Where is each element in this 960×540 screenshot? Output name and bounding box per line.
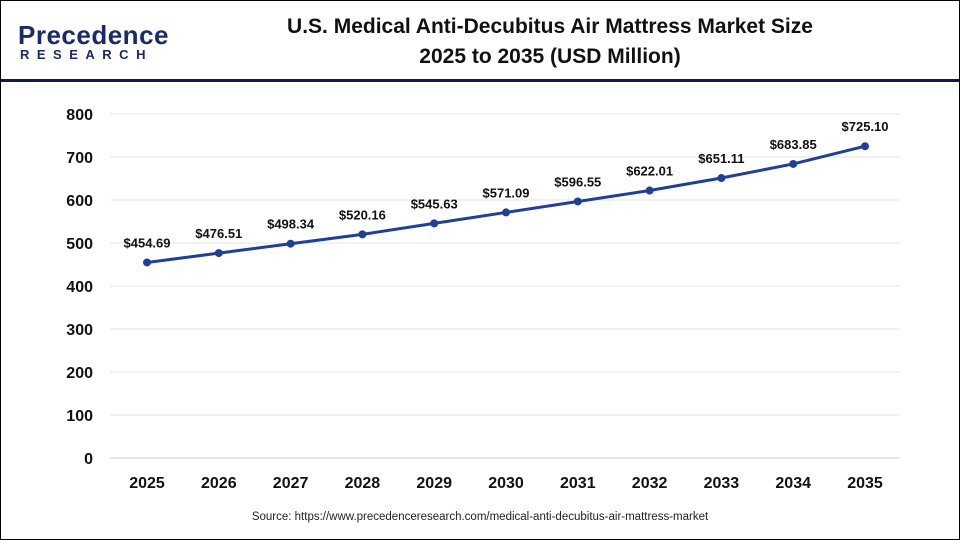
logo-wordmark: Precedence [18, 20, 169, 50]
title-line-2: 2025 to 2035 (USD Million) [419, 45, 681, 68]
data-label: $596.55 [554, 174, 601, 189]
precedence-research-logo: Precedence RESEARCH [18, 20, 169, 62]
y-tick-label: 500 [66, 236, 93, 253]
x-tick-label: 2027 [273, 475, 309, 492]
data-point [717, 174, 726, 183]
data-label: $622.01 [626, 164, 673, 179]
x-tick-label: 2034 [775, 475, 811, 492]
header-divider [1, 79, 959, 82]
data-point [645, 186, 654, 195]
y-tick-label: 300 [66, 322, 93, 339]
data-point [286, 239, 295, 248]
data-point [358, 230, 367, 239]
x-tick-label: 2035 [847, 475, 883, 492]
data-point [502, 208, 510, 217]
x-tick-label: 2026 [201, 475, 237, 492]
data-label: $498.34 [267, 217, 315, 232]
x-tick-label: 2031 [560, 475, 596, 492]
data-label: $476.51 [195, 226, 242, 241]
source-note: Source: https://www.precedenceresearch.c… [251, 511, 709, 523]
y-tick-label: 200 [66, 365, 93, 382]
x-tick-label: 2025 [129, 475, 165, 492]
y-tick-label: 0 [84, 451, 93, 468]
x-tick-label: 2033 [704, 475, 740, 492]
x-tick-label: 2028 [345, 475, 381, 492]
x-tick-label: 2029 [416, 475, 452, 492]
data-point [573, 197, 582, 206]
data-point [214, 249, 223, 258]
title-line-1: U.S. Medical Anti-Decubitus Air Mattress… [287, 15, 813, 38]
data-point [143, 258, 151, 267]
x-tick-label: 2030 [488, 475, 524, 492]
y-tick-label: 400 [66, 279, 93, 296]
x-tick-label: 2032 [632, 475, 668, 492]
y-tick-label: 800 [66, 107, 93, 124]
chart-title: U.S. Medical Anti-Decubitus Air Mattress… [200, 12, 900, 72]
data-point [430, 219, 439, 228]
y-tick-label: 600 [66, 193, 93, 210]
data-label: $520.16 [339, 207, 386, 222]
data-label: $454.69 [124, 235, 171, 250]
data-point [789, 159, 798, 168]
y-tick-label: 700 [66, 150, 93, 167]
data-point [861, 142, 869, 151]
logo-subtitle: RESEARCH [20, 47, 153, 62]
data-label: $545.63 [411, 196, 458, 211]
data-label: $725.10 [842, 119, 889, 134]
data-label: $683.85 [770, 137, 817, 152]
y-tick-label: 100 [66, 408, 93, 425]
series-line [146, 144, 866, 264]
data-label: $651.11 [698, 151, 744, 166]
data-label: $571.09 [483, 185, 530, 200]
